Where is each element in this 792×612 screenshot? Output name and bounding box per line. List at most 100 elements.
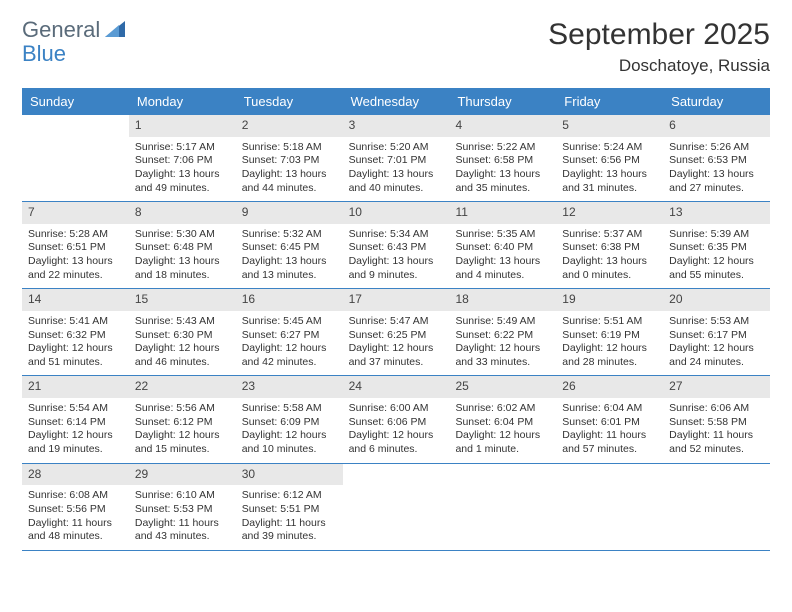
sunset-text: Sunset: 5:53 PM (135, 503, 230, 517)
day-number: 12 (556, 202, 663, 224)
sunrise-text: Sunrise: 6:04 AM (562, 402, 657, 416)
daylight-text: Daylight: 12 hours (28, 429, 123, 443)
sunset-text: Sunset: 6:38 PM (562, 241, 657, 255)
daylight-text: Daylight: 12 hours (135, 429, 230, 443)
sunrise-text: Sunrise: 5:34 AM (349, 228, 444, 242)
day-number: 7 (22, 202, 129, 224)
sunset-text: Sunset: 6:51 PM (28, 241, 123, 255)
sunrise-text: Sunrise: 6:06 AM (669, 402, 764, 416)
day-number: 5 (556, 115, 663, 137)
sunset-text: Sunset: 5:51 PM (242, 503, 337, 517)
daylight-text: and 9 minutes. (349, 269, 444, 283)
daylight-text: and 44 minutes. (242, 182, 337, 196)
sunset-text: Sunset: 6:27 PM (242, 329, 337, 343)
logo-text: General Blue (22, 18, 125, 66)
day-cell-empty (22, 115, 129, 201)
day-cell: 26Sunrise: 6:04 AMSunset: 6:01 PMDayligh… (556, 376, 663, 462)
sunset-text: Sunset: 6:01 PM (562, 416, 657, 430)
daylight-text: Daylight: 13 hours (562, 168, 657, 182)
header: General Blue September 2025 Doschatoye, … (22, 18, 770, 76)
sunset-text: Sunset: 6:12 PM (135, 416, 230, 430)
day-number: 10 (343, 202, 450, 224)
sunrise-text: Sunrise: 5:47 AM (349, 315, 444, 329)
daylight-text: and 15 minutes. (135, 443, 230, 457)
sunrise-text: Sunrise: 5:22 AM (455, 141, 550, 155)
dow-wed: Wednesday (343, 88, 450, 115)
weeks-container: 1Sunrise: 5:17 AMSunset: 7:06 PMDaylight… (22, 115, 770, 551)
day-cell: 5 Sunrise: 5:24 AMSunset: 6:56 PMDaylight… (556, 115, 663, 201)
day-cell: 10 Sunrise: 5:34 AMSunset: 6:43 PMDayligh… (343, 202, 450, 288)
daylight-text: and 55 minutes. (669, 269, 764, 283)
day-of-week-header: Sunday Monday Tuesday Wednesday Thursday… (22, 88, 770, 115)
daylight-text: and 40 minutes. (349, 182, 444, 196)
daylight-text: Daylight: 13 hours (242, 255, 337, 269)
dow-sat: Saturday (663, 88, 770, 115)
daylight-text: and 31 minutes. (562, 182, 657, 196)
day-number: 18 (449, 289, 556, 311)
sunset-text: Sunset: 6:25 PM (349, 329, 444, 343)
sunset-text: Sunset: 7:01 PM (349, 154, 444, 168)
sunset-text: Sunset: 7:03 PM (242, 154, 337, 168)
day-number: 26 (556, 376, 663, 398)
sunrise-text: Sunrise: 5:56 AM (135, 402, 230, 416)
daylight-text: Daylight: 13 hours (135, 168, 230, 182)
sunrise-text: Sunrise: 5:28 AM (28, 228, 123, 242)
location-label: Doschatoye, Russia (548, 56, 770, 76)
day-cell: 3Sunrise: 5:20 AMSunset: 7:01 PMDaylight… (343, 115, 450, 201)
day-cell: 15Sunrise: 5:43 AMSunset: 6:30 PMDayligh… (129, 289, 236, 375)
sunrise-text: Sunrise: 5:45 AM (242, 315, 337, 329)
sunrise-text: Sunrise: 6:12 AM (242, 489, 337, 503)
daylight-text: Daylight: 12 hours (28, 342, 123, 356)
daylight-text: Daylight: 12 hours (669, 342, 764, 356)
sunrise-text: Sunrise: 5:49 AM (455, 315, 550, 329)
day-number: 27 (663, 376, 770, 398)
sunset-text: Sunset: 6:06 PM (349, 416, 444, 430)
daylight-text: and 52 minutes. (669, 443, 764, 457)
daylight-text: Daylight: 12 hours (242, 429, 337, 443)
sunset-text: Sunset: 6:43 PM (349, 241, 444, 255)
sunrise-text: Sunrise: 5:24 AM (562, 141, 657, 155)
day-cell: 21Sunrise: 5:54 AMSunset: 6:14 PMDayligh… (22, 376, 129, 462)
day-number: 17 (343, 289, 450, 311)
dow-mon: Monday (129, 88, 236, 115)
week-row: 1Sunrise: 5:17 AMSunset: 7:06 PMDaylight… (22, 115, 770, 202)
sunrise-text: Sunrise: 5:20 AM (349, 141, 444, 155)
daylight-text: Daylight: 13 hours (28, 255, 123, 269)
daylight-text: Daylight: 13 hours (349, 255, 444, 269)
month-title: September 2025 (548, 18, 770, 52)
day-cell: 29Sunrise: 6:10 AMSunset: 5:53 PMDayligh… (129, 464, 236, 550)
daylight-text: and 39 minutes. (242, 530, 337, 544)
day-number: 9 (236, 202, 343, 224)
daylight-text: and 51 minutes. (28, 356, 123, 370)
sunset-text: Sunset: 6:45 PM (242, 241, 337, 255)
day-number: 30 (236, 464, 343, 486)
daylight-text: Daylight: 12 hours (349, 342, 444, 356)
sunrise-text: Sunrise: 6:10 AM (135, 489, 230, 503)
sunrise-text: Sunrise: 5:53 AM (669, 315, 764, 329)
daylight-text: and 6 minutes. (349, 443, 444, 457)
day-number: 3 (343, 115, 450, 137)
sunrise-text: Sunrise: 5:41 AM (28, 315, 123, 329)
dow-sun: Sunday (22, 88, 129, 115)
day-cell: 1Sunrise: 5:17 AMSunset: 7:06 PMDaylight… (129, 115, 236, 201)
title-block: September 2025 Doschatoye, Russia (548, 18, 770, 76)
day-cell-empty (663, 464, 770, 550)
sunset-text: Sunset: 6:30 PM (135, 329, 230, 343)
daylight-text: and 48 minutes. (28, 530, 123, 544)
daylight-text: Daylight: 12 hours (669, 255, 764, 269)
sunset-text: Sunset: 6:14 PM (28, 416, 123, 430)
day-cell: 11Sunrise: 5:35 AMSunset: 6:40 PMDayligh… (449, 202, 556, 288)
day-cell: 4Sunrise: 5:22 AMSunset: 6:58 PMDaylight… (449, 115, 556, 201)
day-number: 21 (22, 376, 129, 398)
sunrise-text: Sunrise: 5:43 AM (135, 315, 230, 329)
calendar: Sunday Monday Tuesday Wednesday Thursday… (22, 88, 770, 551)
logo-word-general: General (22, 17, 100, 42)
day-cell: 9Sunrise: 5:32 AMSunset: 6:45 PMDaylight… (236, 202, 343, 288)
daylight-text: Daylight: 12 hours (455, 342, 550, 356)
daylight-text: and 42 minutes. (242, 356, 337, 370)
sunset-text: Sunset: 6:56 PM (562, 154, 657, 168)
day-cell-empty (343, 464, 450, 550)
week-row: 28Sunrise: 6:08 AMSunset: 5:56 PMDayligh… (22, 464, 770, 551)
day-cell: 14Sunrise: 5:41 AMSunset: 6:32 PMDayligh… (22, 289, 129, 375)
sunrise-text: Sunrise: 5:17 AM (135, 141, 230, 155)
